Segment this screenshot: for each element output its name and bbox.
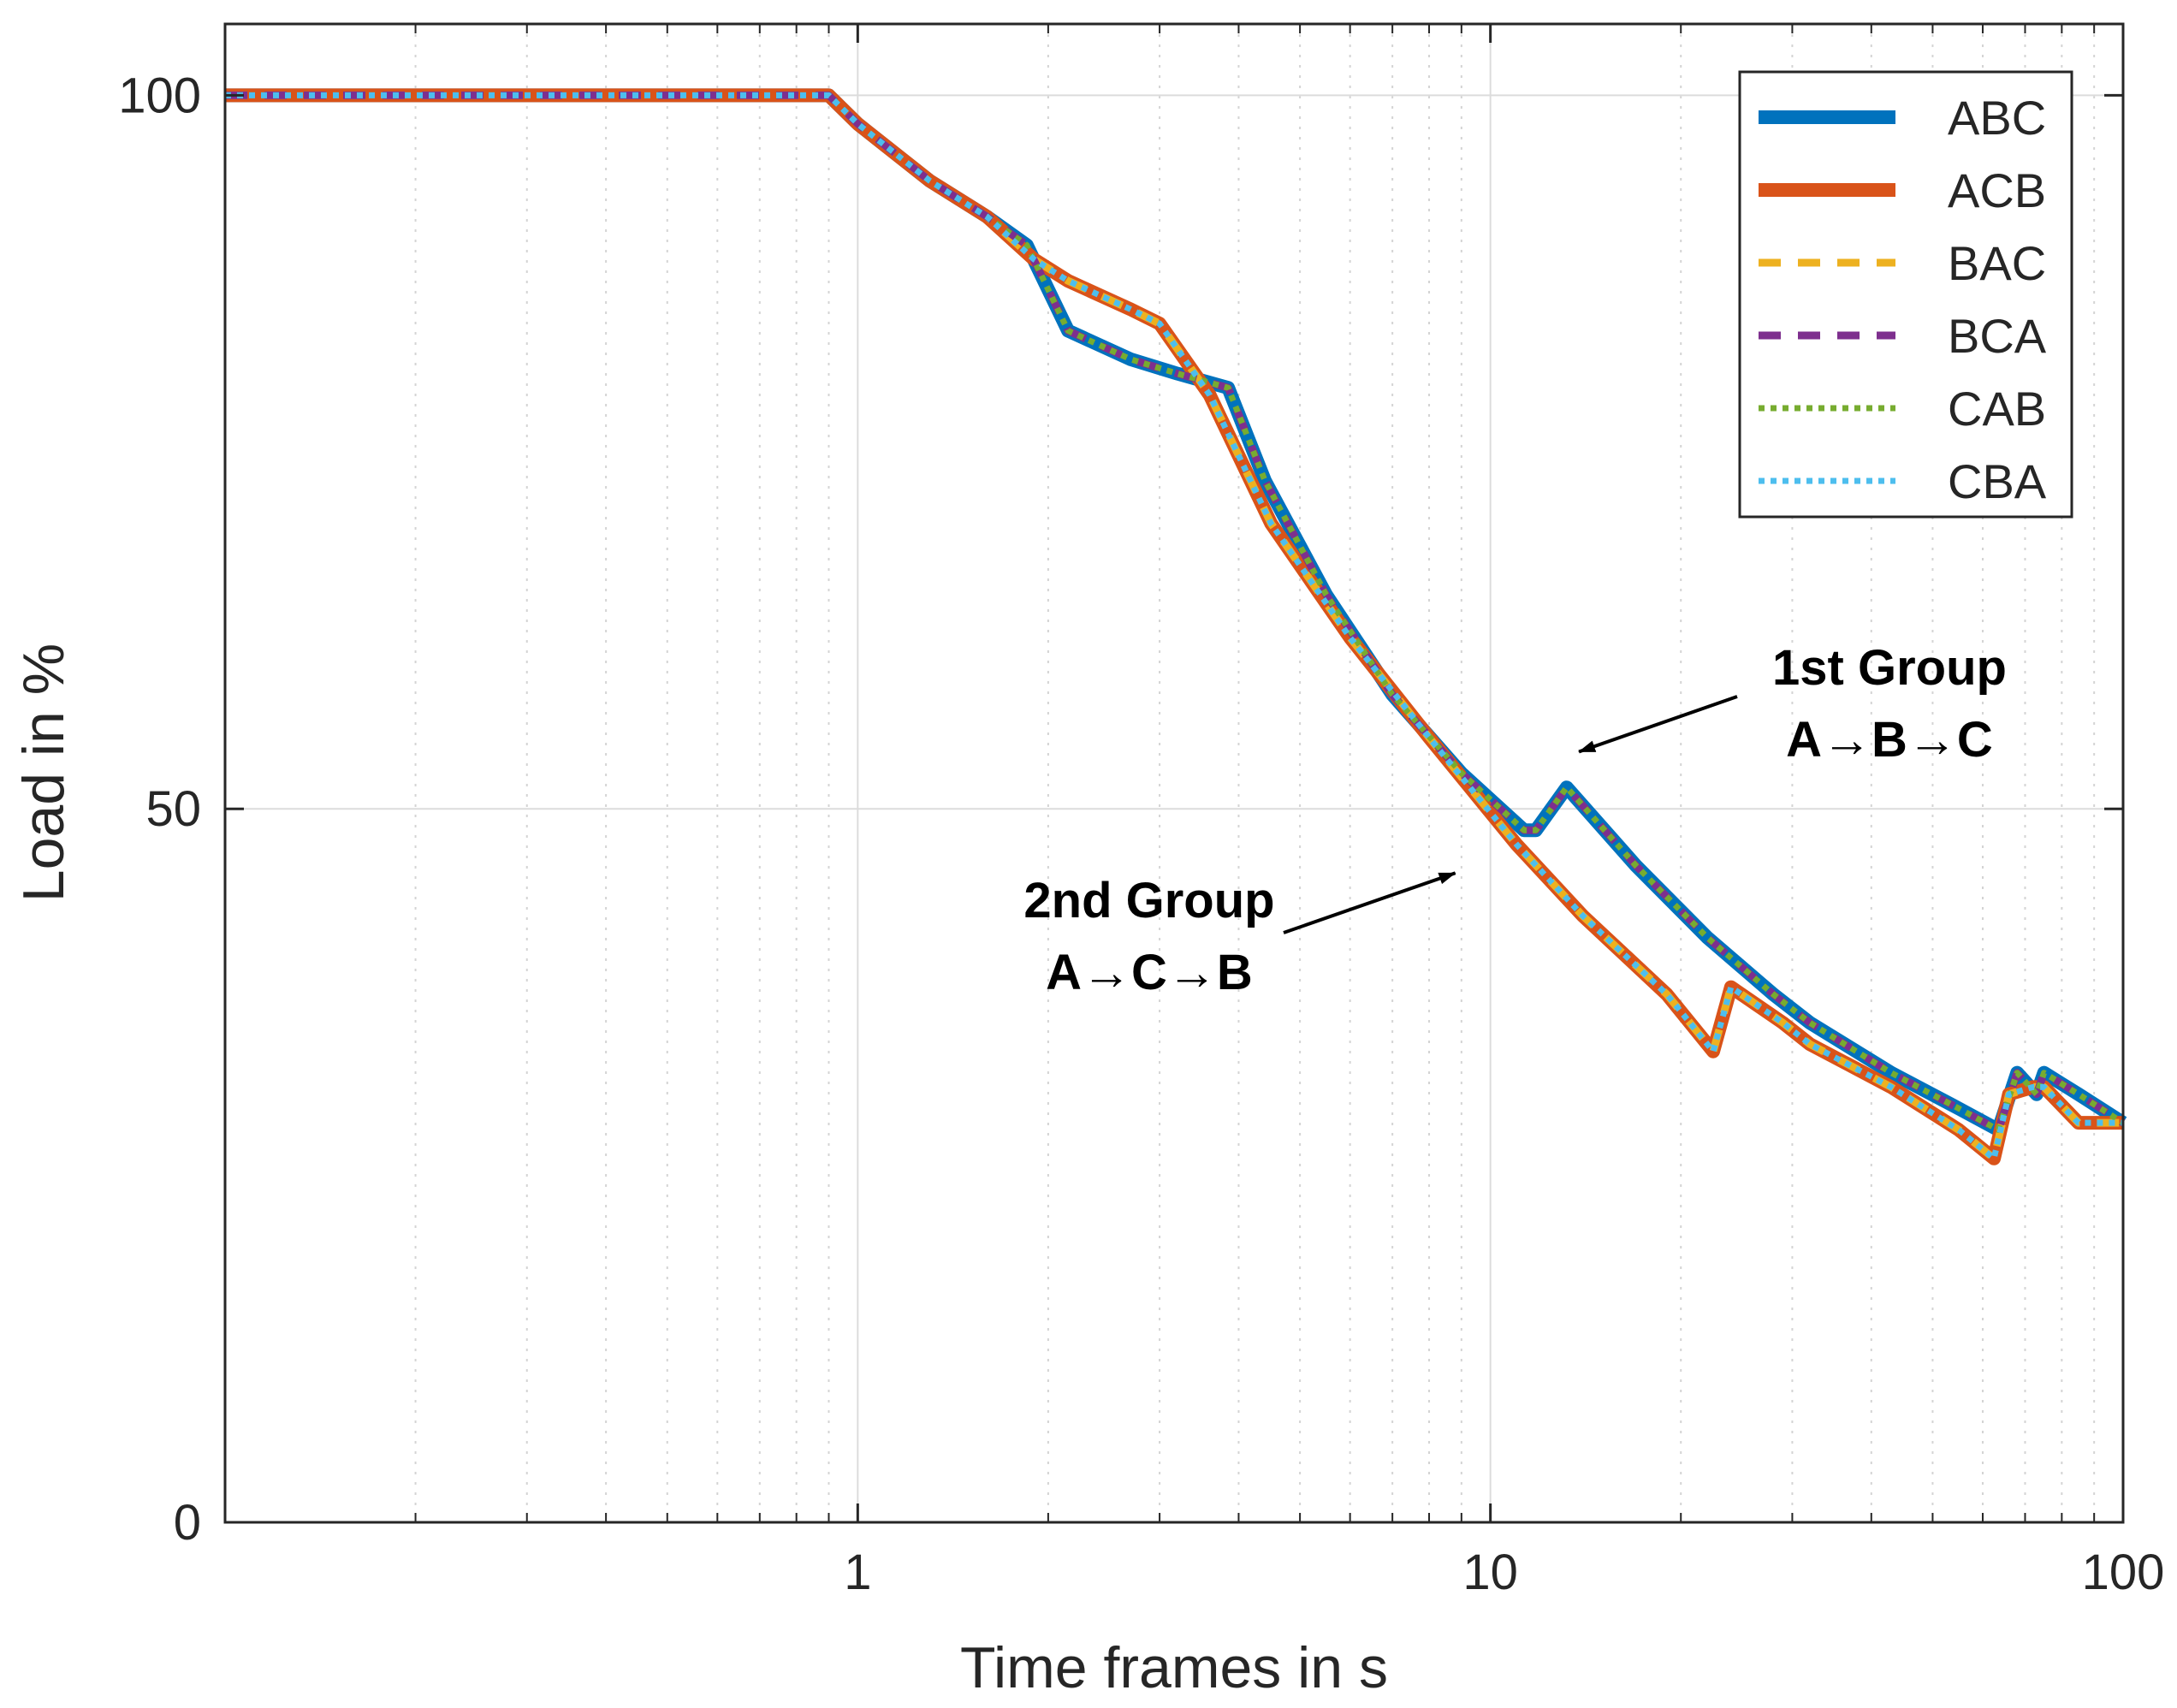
y-tick-label: 50	[145, 781, 201, 837]
legend-label-abc: ABC	[1948, 91, 2046, 145]
legend-box	[1738, 70, 2073, 519]
x-tick-label: 10	[1462, 1545, 1518, 1600]
annotation-group-1-order: A→B→C	[1786, 712, 1993, 768]
series-line-cab	[225, 92, 2125, 1133]
annotation-group-1-arrow	[1578, 695, 1738, 754]
x-tick-label: 1	[844, 1545, 871, 1600]
series-line-cba	[225, 92, 2123, 1162]
annotation-group-2: 2nd Group A→C→B	[1023, 871, 1456, 1000]
x-tick-labels: 1 10 100	[844, 1545, 2164, 1600]
x-tick-label: 100	[2082, 1545, 2165, 1600]
annotation-group-2-title: 2nd Group	[1023, 873, 1274, 928]
annotation-group-1: 1st Group A→B→C	[1578, 640, 2007, 768]
legend-label-cab: CAB	[1948, 382, 2046, 436]
annotation-group-2-arrow	[1283, 871, 1456, 934]
annotation-group-1-title: 1st Group	[1772, 640, 2007, 696]
legend-label-acb: ACB	[1948, 163, 2046, 217]
y-tick-labels: 0 50 100	[118, 68, 201, 1551]
axis-ticks	[225, 24, 2125, 1524]
legend-label-bac: BAC	[1948, 236, 2046, 290]
axes-box	[223, 22, 2125, 1524]
legend-label-cba: CBA	[1948, 454, 2047, 508]
y-axis-label: Load in %	[11, 643, 76, 902]
data-lines	[225, 88, 2127, 1165]
annotation-group-2-order: A→C→B	[1046, 945, 1253, 1000]
legend: ABC ACB BAC BCA CAB CBA	[1738, 70, 2073, 519]
y-tick-label: 0	[174, 1495, 201, 1551]
legend-label-bca: BCA	[1948, 309, 2047, 363]
y-tick-label: 100	[118, 68, 201, 123]
x-axis-label: Time frames in s	[960, 1635, 1388, 1700]
